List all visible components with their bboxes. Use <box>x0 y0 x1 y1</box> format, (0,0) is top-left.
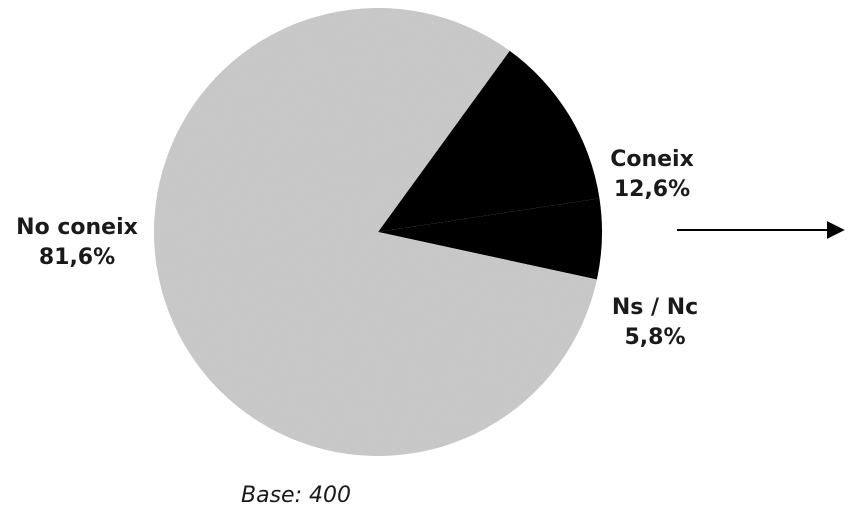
slice-value-no-coneix: 81,6% <box>39 245 115 270</box>
slice-value-coneix: 12,6% <box>614 177 690 202</box>
pie-slice-ns-nc <box>378 198 603 280</box>
pie-slice-no-coneix <box>154 8 597 457</box>
pie-slice-coneix <box>378 50 600 232</box>
pie-slices <box>154 8 603 457</box>
base-note: Base: 400 <box>241 483 351 508</box>
slice-value-ns-nc: 5,8% <box>624 325 685 350</box>
slice-label-ns-nc: Ns / Nc <box>612 295 698 320</box>
slice-label-no-coneix: No coneix <box>16 215 138 240</box>
slice-label-coneix: Coneix <box>610 147 694 172</box>
